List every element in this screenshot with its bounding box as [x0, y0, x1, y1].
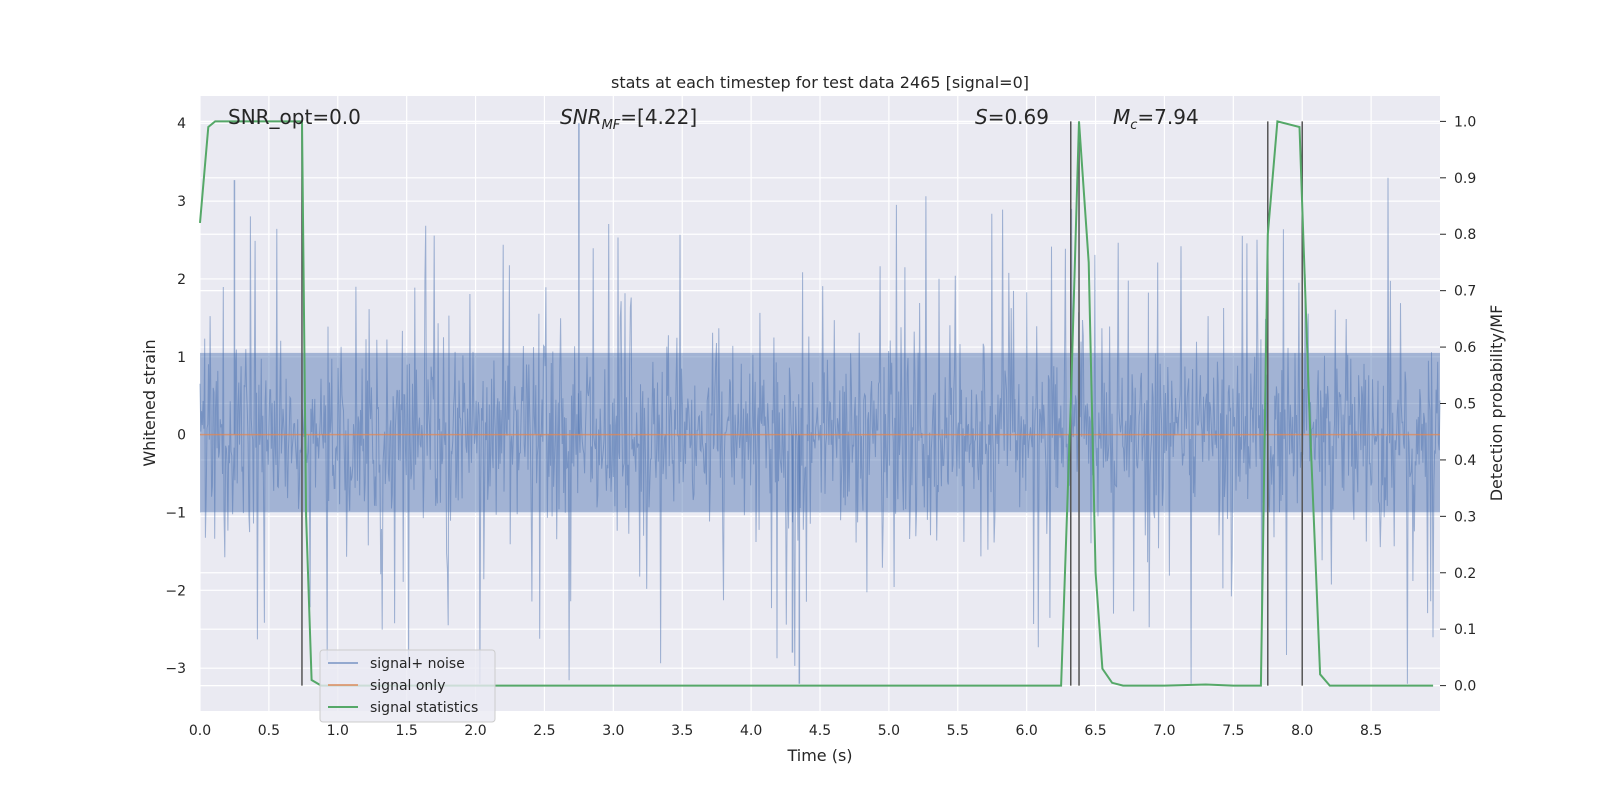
signal-statistics-line: [199, 120, 1434, 687]
x-tick-label-0: 0.0: [189, 723, 211, 739]
x-tick-label-15: 7.5: [1222, 723, 1244, 739]
legend: signal+ noise signal only signal statist…: [319, 649, 496, 723]
right-y-axis-label: Detection probability/MF: [1487, 305, 1506, 502]
chart-title: stats at each timestep for test data 246…: [611, 73, 1029, 92]
right-y-tick-label-9: 0.9: [1454, 171, 1476, 187]
series-signal-noise: [199, 123, 1441, 684]
annotation-s: S=0.69: [975, 105, 1049, 129]
x-tick-label-7: 3.5: [671, 723, 693, 739]
x-tick-label-17: 8.5: [1360, 723, 1382, 739]
left-y-tick-label-0: −3: [165, 661, 186, 677]
x-tick-label-4: 2.0: [464, 723, 486, 739]
series-signal-statistics: [199, 120, 1434, 687]
x-axis-label: Time (s): [786, 746, 852, 765]
x-tick-label-8: 4.0: [740, 723, 762, 739]
left-y-tick-label-5: 2: [177, 272, 186, 288]
legend-label-signal: signal only: [370, 678, 445, 694]
right-y-tick-label-5: 0.5: [1454, 397, 1476, 413]
legend-label-noise: signal+ noise: [370, 656, 465, 672]
x-tick-label-1: 0.5: [258, 723, 280, 739]
x-tick-label-16: 8.0: [1291, 723, 1313, 739]
right-y-tick-label-2: 0.2: [1454, 566, 1476, 582]
x-tick-label-11: 5.5: [947, 723, 969, 739]
annotation-mc: Mc=7.94: [1113, 105, 1199, 133]
legend-box: [319, 649, 496, 723]
left-y-tick-label-2: −1: [165, 505, 186, 521]
right-y-tick-label-1: 0.1: [1454, 622, 1476, 638]
x-tick-label-2: 1.0: [327, 723, 349, 739]
right-y-axis-ticks: 0.0 0.1 0.2 0.3 0.4 0.5 0.6 0.7 0.8 0.9 1.0: [1440, 114, 1476, 695]
x-axis-ticks: 0.0 0.5 1.0 1.5 2.0 2.5 3.0 3.5 4.0 4.5 5.0 5.5 6.0 6…: [189, 723, 1382, 739]
annotation-snr-mf: SNRMF=[4.22]: [560, 105, 697, 133]
x-tick-label-14: 7.0: [1153, 723, 1175, 739]
legend-label-stats: signal statistics: [370, 700, 478, 716]
x-tick-label-6: 3.0: [602, 723, 624, 739]
right-y-tick-label-3: 0.3: [1454, 509, 1476, 525]
noise-line: [199, 177, 1441, 684]
noise-band: [200, 352, 1440, 513]
right-y-tick-label-10: 1.0: [1454, 114, 1476, 130]
right-y-tick-label-8: 0.8: [1454, 227, 1476, 243]
annotation-snr-opt: SNR_opt=0.0: [228, 105, 361, 129]
left-y-tick-label-7: 4: [177, 116, 186, 132]
right-y-tick-label-6: 0.6: [1454, 340, 1476, 356]
x-tick-label-9: 4.5: [809, 723, 831, 739]
right-y-tick-label-4: 0.4: [1454, 453, 1476, 469]
left-y-axis-label: Whitened strain: [140, 339, 159, 466]
left-y-tick-label-1: −2: [165, 583, 186, 599]
left-y-tick-label-3: 0: [177, 428, 186, 444]
x-tick-label-5: 2.5: [533, 723, 555, 739]
x-tick-label-12: 6.0: [1016, 723, 1038, 739]
left-y-axis-ticks: −3 −2 −1 0 1 2 3 4: [165, 116, 186, 677]
x-tick-label-3: 1.5: [396, 723, 418, 739]
right-y-tick-label-7: 0.7: [1454, 284, 1476, 300]
x-tick-label-13: 6.5: [1084, 723, 1106, 739]
left-y-tick-label-6: 3: [177, 194, 186, 210]
left-y-tick-label-4: 1: [177, 350, 186, 366]
x-tick-label-10: 5.0: [878, 723, 900, 739]
right-y-tick-label-0: 0.0: [1454, 679, 1476, 695]
